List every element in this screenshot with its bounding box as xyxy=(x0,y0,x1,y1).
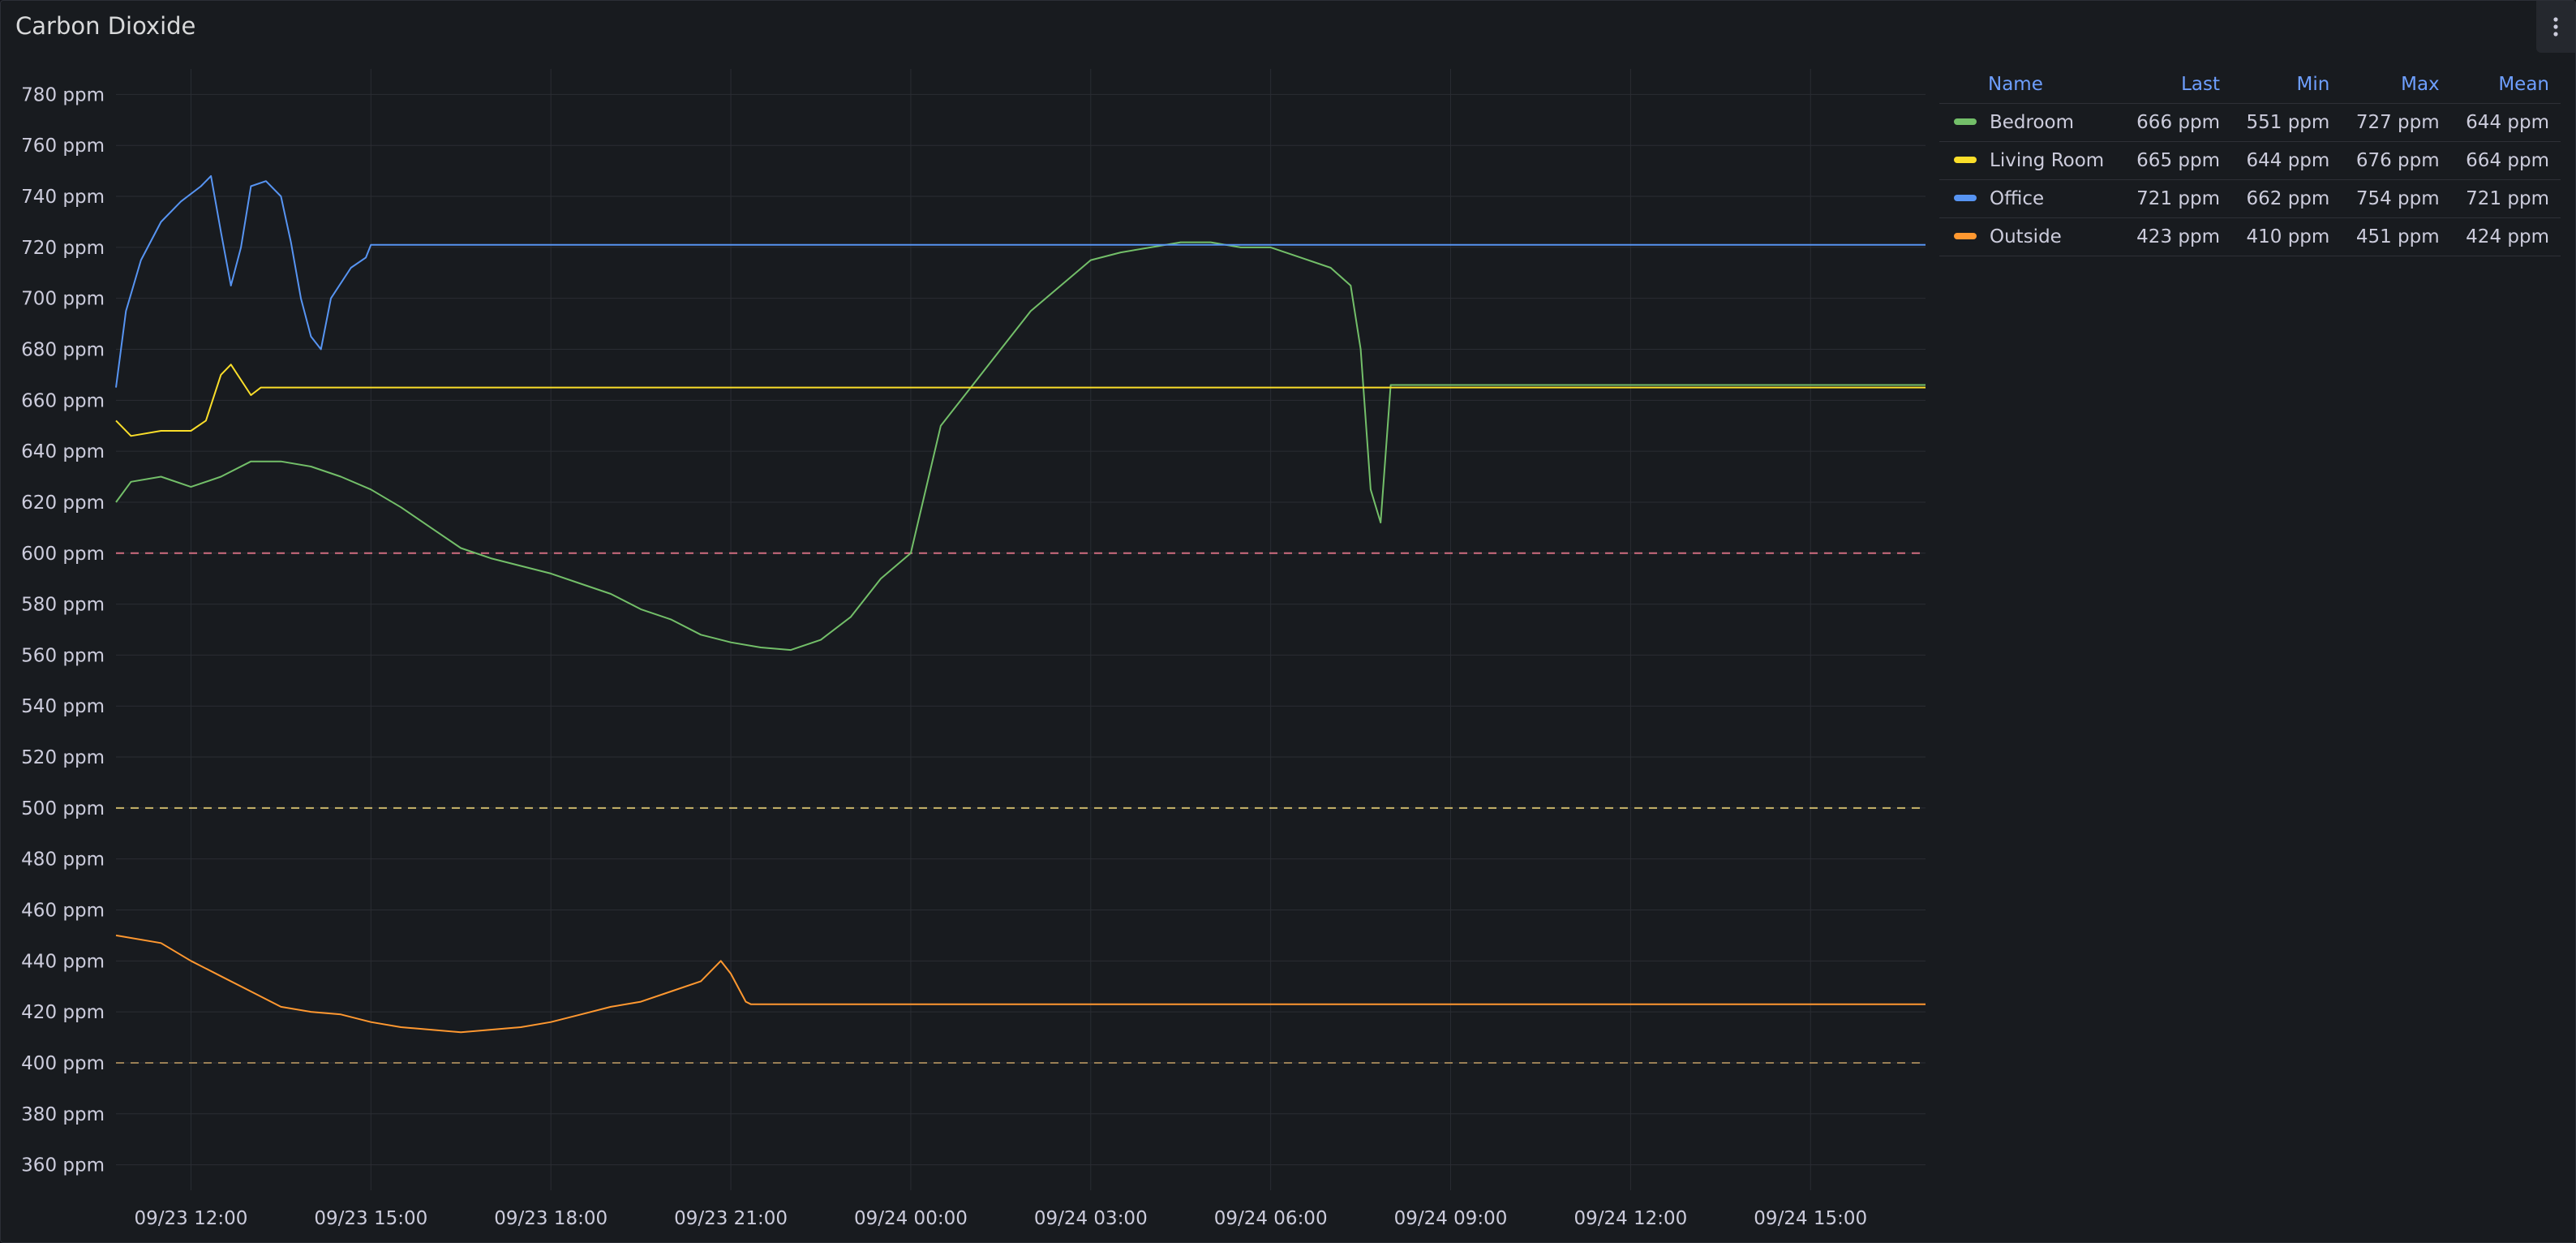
legend-min-value: 410 ppm xyxy=(2231,217,2342,256)
panel-menu-button[interactable] xyxy=(2536,1,2575,53)
y-tick-label: 740 ppm xyxy=(21,187,105,208)
y-tick-label: 380 ppm xyxy=(21,1104,105,1125)
legend-name-cell: Living Room xyxy=(1939,141,2122,180)
x-tick-label: 09/24 09:00 xyxy=(1394,1208,1508,1229)
y-tick-label: 400 ppm xyxy=(21,1053,105,1074)
y-tick-label: 580 ppm xyxy=(21,595,105,616)
y-tick-label: 620 ppm xyxy=(21,492,105,514)
y-tick-label: 600 ppm xyxy=(21,544,105,565)
legend-mean-value: 644 ppm xyxy=(2450,103,2561,142)
x-tick-label: 09/24 03:00 xyxy=(1034,1208,1148,1229)
legend-name-cell: Bedroom xyxy=(1939,103,2122,142)
y-tick-label: 780 ppm xyxy=(21,84,105,105)
legend-row-outside[interactable]: Outside 423 ppm 410 ppm 451 ppm 424 ppm xyxy=(1939,217,2561,256)
legend-series-name: Bedroom xyxy=(1990,112,2075,133)
legend-mean-value: 721 ppm xyxy=(2450,179,2561,218)
y-tick-label: 760 ppm xyxy=(21,135,105,157)
x-tick-label: 09/23 18:00 xyxy=(494,1208,608,1229)
legend-last-value: 423 ppm xyxy=(2121,217,2231,256)
x-tick-label: 09/23 21:00 xyxy=(674,1208,788,1229)
series-line-living-room xyxy=(115,363,1926,437)
y-tick-label: 440 ppm xyxy=(21,951,105,972)
legend-row-office[interactable]: Office 721 ppm 662 ppm 754 ppm 721 ppm xyxy=(1939,179,2561,218)
x-axis-ticks: 09/23 12:00 09/23 15:00 09/23 18:00 09/23 2… xyxy=(134,1208,1867,1229)
legend-mean-value: 664 ppm xyxy=(2450,141,2561,180)
x-tick-label: 09/24 15:00 xyxy=(1754,1208,1867,1229)
legend-series-name: Living Room xyxy=(1990,150,2105,171)
threshold-lines xyxy=(116,552,1926,1064)
y-tick-label: 720 ppm xyxy=(21,238,105,259)
x-tick-label: 09/24 00:00 xyxy=(854,1208,968,1229)
series-line-bedroom xyxy=(115,241,1926,652)
legend-max-value: 676 ppm xyxy=(2341,141,2451,180)
x-tick-label: 09/24 12:00 xyxy=(1574,1208,1687,1229)
x-tick-label: 09/24 06:00 xyxy=(1214,1208,1328,1229)
legend-series-name: Office xyxy=(1990,188,2045,209)
y-tick-label: 640 ppm xyxy=(21,441,105,462)
legend-name-cell: Office xyxy=(1939,179,2122,218)
legend-min-value: 551 ppm xyxy=(2231,103,2342,142)
series-lines xyxy=(115,174,1926,1034)
y-tick-label: 520 ppm xyxy=(21,747,105,768)
legend-table: Name Last Min Max Mean Bedroom 666 ppm 5… xyxy=(1939,66,2561,256)
legend-header-last[interactable]: Last xyxy=(2121,66,2231,104)
series-color-swatch xyxy=(1954,194,1977,201)
legend-max-value: 754 ppm xyxy=(2341,179,2451,218)
y-tick-label: 700 ppm xyxy=(21,289,105,310)
x-tick-label: 09/23 15:00 xyxy=(314,1208,427,1229)
panel-title: Carbon Dioxide xyxy=(15,12,196,40)
y-tick-label: 480 ppm xyxy=(21,849,105,871)
legend-last-value: 721 ppm xyxy=(2121,179,2231,218)
series-color-swatch xyxy=(1954,232,1977,239)
legend-min-value: 644 ppm xyxy=(2231,141,2342,180)
legend-last-value: 666 ppm xyxy=(2121,103,2231,142)
legend-series-name: Outside xyxy=(1990,226,2062,247)
legend-header-max[interactable]: Max xyxy=(2341,66,2451,104)
legend-header-name[interactable]: Name xyxy=(1939,66,2122,104)
y-tick-label: 460 ppm xyxy=(21,901,105,922)
legend-row-living-room[interactable]: Living Room 665 ppm 644 ppm 676 ppm 664 … xyxy=(1939,141,2561,180)
series-line-outside xyxy=(115,934,1926,1034)
x-tick-label: 09/23 12:00 xyxy=(134,1208,247,1229)
y-axis-ticks: 360 ppm 380 ppm 400 ppm 420 ppm 440 ppm 460 p… xyxy=(21,84,105,1176)
legend-header-row: Name Last Min Max Mean xyxy=(1939,66,2561,104)
legend-last-value: 665 ppm xyxy=(2121,141,2231,180)
y-tick-label: 420 ppm xyxy=(21,1002,105,1023)
legend-mean-value: 424 ppm xyxy=(2450,217,2561,256)
legend-min-value: 662 ppm xyxy=(2231,179,2342,218)
legend-row-bedroom[interactable]: Bedroom 666 ppm 551 ppm 727 ppm 644 ppm xyxy=(1939,103,2561,142)
y-tick-label: 360 ppm xyxy=(21,1155,105,1176)
legend-max-value: 451 ppm xyxy=(2341,217,2451,256)
series-line-office xyxy=(115,174,1926,388)
grid-lines xyxy=(116,69,1926,1190)
legend-header-min[interactable]: Min xyxy=(2231,66,2342,104)
series-color-swatch xyxy=(1954,156,1977,163)
y-tick-label: 540 ppm xyxy=(21,696,105,717)
legend-max-value: 727 ppm xyxy=(2341,103,2451,142)
y-tick-label: 560 ppm xyxy=(21,645,105,666)
legend-name-cell: Outside xyxy=(1939,217,2122,256)
kebab-vertical-icon xyxy=(2552,16,2559,37)
series-color-swatch xyxy=(1954,118,1977,125)
y-tick-label: 680 ppm xyxy=(21,340,105,361)
legend-header-mean[interactable]: Mean xyxy=(2450,66,2561,104)
y-tick-label: 660 ppm xyxy=(21,390,105,411)
y-tick-label: 500 ppm xyxy=(21,798,105,819)
